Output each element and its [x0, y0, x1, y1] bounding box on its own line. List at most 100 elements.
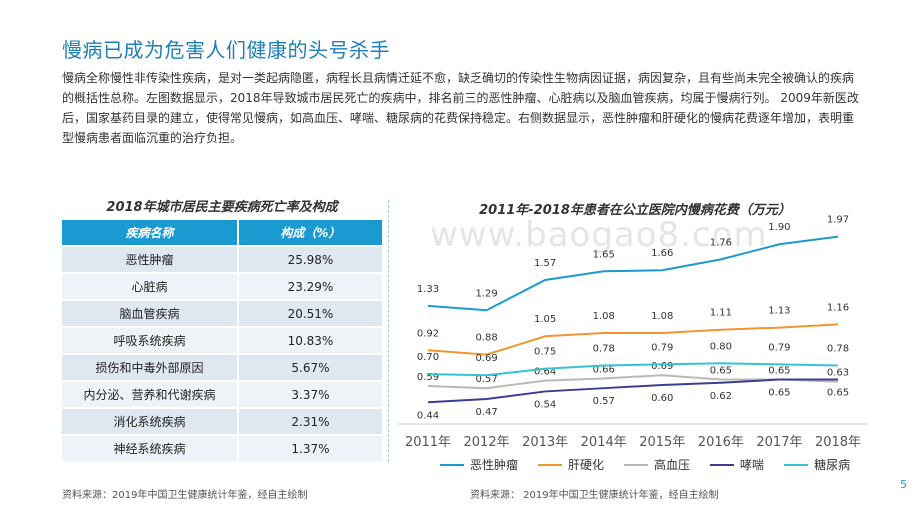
- series-line: [427, 378, 838, 404]
- table-row: 心脏病 23.29%: [62, 274, 382, 299]
- data-label: 0.80: [710, 341, 732, 352]
- data-label: 1.97: [827, 215, 849, 226]
- x-tick-label: 2016年: [698, 435, 744, 450]
- data-label: 0.92: [417, 328, 439, 339]
- series-line: [427, 235, 839, 312]
- disease-name-cell: 神经系统疾病: [113, 442, 186, 456]
- legend-swatch: [784, 463, 809, 466]
- data-label: 1.16: [827, 302, 849, 313]
- data-label: 0.60: [651, 393, 673, 404]
- column-separator: [236, 409, 239, 434]
- share-value-cell: 1.37%: [291, 441, 330, 456]
- chart-title: 2011年-2018年患者在公立医院内慢病花费（万元）: [479, 203, 791, 218]
- table-row: 内分泌、营养和代谢疾病 3.37%: [62, 382, 382, 407]
- x-tick-label: 2017年: [756, 435, 802, 450]
- data-label: 0.63: [827, 368, 849, 379]
- legend-label: 肝硬化: [568, 458, 605, 472]
- disease-name-cell: 脑血管疾病: [119, 307, 180, 321]
- data-label: 0.47: [475, 407, 497, 418]
- data-label: 0.78: [827, 343, 849, 354]
- data-label: 0.88: [475, 333, 497, 344]
- table-header-disease: 疾病名称: [125, 226, 174, 240]
- data-label: 1.29: [475, 288, 497, 299]
- table-row: 恶性肿瘤 25.98%: [62, 247, 382, 272]
- column-separator: [236, 382, 239, 407]
- data-label: 0.69: [651, 361, 673, 372]
- column-separator: [236, 274, 239, 299]
- data-label: 1.08: [651, 311, 673, 322]
- x-tick-label: 2014年: [581, 435, 627, 450]
- share-value-cell: 5.67%: [291, 360, 330, 375]
- legend-item: 糖尿病: [784, 456, 850, 473]
- legend-item: 哮喘: [710, 456, 764, 473]
- data-label: 0.66: [593, 364, 615, 375]
- data-label: 0.75: [534, 347, 556, 358]
- table-header-share: 构成（%）: [280, 226, 341, 240]
- legend-label: 高血压: [654, 458, 691, 472]
- death-rate-table: 疾病名称 构成（%） 恶性肿瘤 25.98% 心脏病 23.29% 脑血管疾病 20.51…: [62, 220, 382, 461]
- table-title: 2018年城市居民主要疾病死亡率及构成: [106, 200, 338, 215]
- legend-label: 哮喘: [740, 458, 765, 472]
- data-label: 1.05: [534, 314, 556, 325]
- column-separator: [236, 436, 239, 461]
- disease-name-cell: 内分泌、营养和代谢疾病: [83, 388, 216, 402]
- legend-label: 糖尿病: [814, 458, 851, 472]
- table-row: 呼吸系统疾病 10.83%: [62, 328, 382, 353]
- data-label: 0.64: [534, 367, 556, 378]
- x-tick-label: 2013年: [522, 435, 568, 450]
- data-label: 1.66: [651, 248, 673, 259]
- watermark: www.baogao8.com: [430, 215, 768, 255]
- data-label: 0.69: [475, 353, 497, 364]
- chart-source-note: 资料来源： 2019年中国卫生健康统计年鉴，经自主绘制: [470, 490, 719, 501]
- table-row: 损伤和中毒外部原因 5.67%: [62, 355, 382, 380]
- chart-legend: 恶性肿瘤 肝硬化 高血压 哮喘 糖尿病: [440, 456, 870, 473]
- legend-item: 高血压: [624, 456, 690, 473]
- data-label: 0.79: [768, 342, 790, 353]
- disease-name-cell: 呼吸系统疾病: [113, 334, 186, 348]
- series-line: [427, 323, 839, 356]
- table-source-note: 资料来源：2019年中国卫生健康统计年鉴，经自主绘制: [62, 490, 308, 501]
- share-value-cell: 10.83%: [287, 333, 334, 348]
- legend-swatch: [624, 463, 649, 466]
- section-divider: [388, 200, 389, 462]
- data-label: 1.08: [593, 311, 615, 322]
- legend-swatch: [538, 463, 563, 466]
- table-row: 脑血管疾病 20.51%: [62, 301, 382, 326]
- data-label: 0.65: [710, 366, 732, 377]
- legend-label: 恶性肿瘤: [470, 458, 519, 472]
- x-tick-label: 2018年: [815, 435, 861, 450]
- data-label: 0.57: [593, 396, 615, 407]
- intro-paragraph: 慢病全称慢性非传染性疾病，是对一类起病隐匿，病程长且病情迁延不愈，缺乏确切的传染…: [62, 71, 859, 145]
- column-separator: [236, 247, 239, 272]
- data-label: 1.57: [534, 258, 556, 269]
- data-label: 0.44: [417, 410, 439, 421]
- legend-swatch: [710, 463, 735, 466]
- legend-item: 恶性肿瘤: [440, 456, 518, 473]
- disease-name-cell: 恶性肿瘤: [125, 253, 174, 267]
- column-separator: [236, 355, 239, 380]
- share-value-cell: 2.31%: [291, 414, 330, 429]
- column-separator: [236, 220, 239, 245]
- data-label: 0.79: [651, 342, 673, 353]
- data-label: 1.65: [593, 249, 615, 260]
- data-label: 0.65: [768, 388, 790, 399]
- legend-item: 肝硬化: [538, 456, 604, 473]
- data-label: 1.11: [710, 308, 732, 319]
- disease-name-cell: 心脏病: [131, 280, 168, 294]
- data-label: 0.62: [710, 391, 732, 402]
- table-body: 恶性肿瘤 25.98% 心脏病 23.29% 脑血管疾病 20.51% 呼吸系统疾病 10.8…: [62, 247, 382, 461]
- page-number: 5: [900, 478, 907, 491]
- column-separator: [236, 328, 239, 353]
- share-value-cell: 3.37%: [291, 387, 330, 402]
- data-label: 1.90: [768, 222, 790, 233]
- data-label: 0.57: [475, 374, 497, 385]
- legend-swatch: [440, 463, 464, 466]
- table-row: 消化系统疾病 2.31%: [62, 409, 382, 434]
- share-value-cell: 23.29%: [287, 279, 334, 294]
- page-title: 慢病已成为危害人们健康的头号杀手: [62, 38, 390, 62]
- table-row: 神经系统疾病 1.37%: [62, 436, 382, 461]
- data-label: 1.33: [417, 284, 439, 295]
- disease-name-cell: 消化系统疾病: [113, 415, 186, 429]
- x-tick-label: 2012年: [464, 435, 510, 450]
